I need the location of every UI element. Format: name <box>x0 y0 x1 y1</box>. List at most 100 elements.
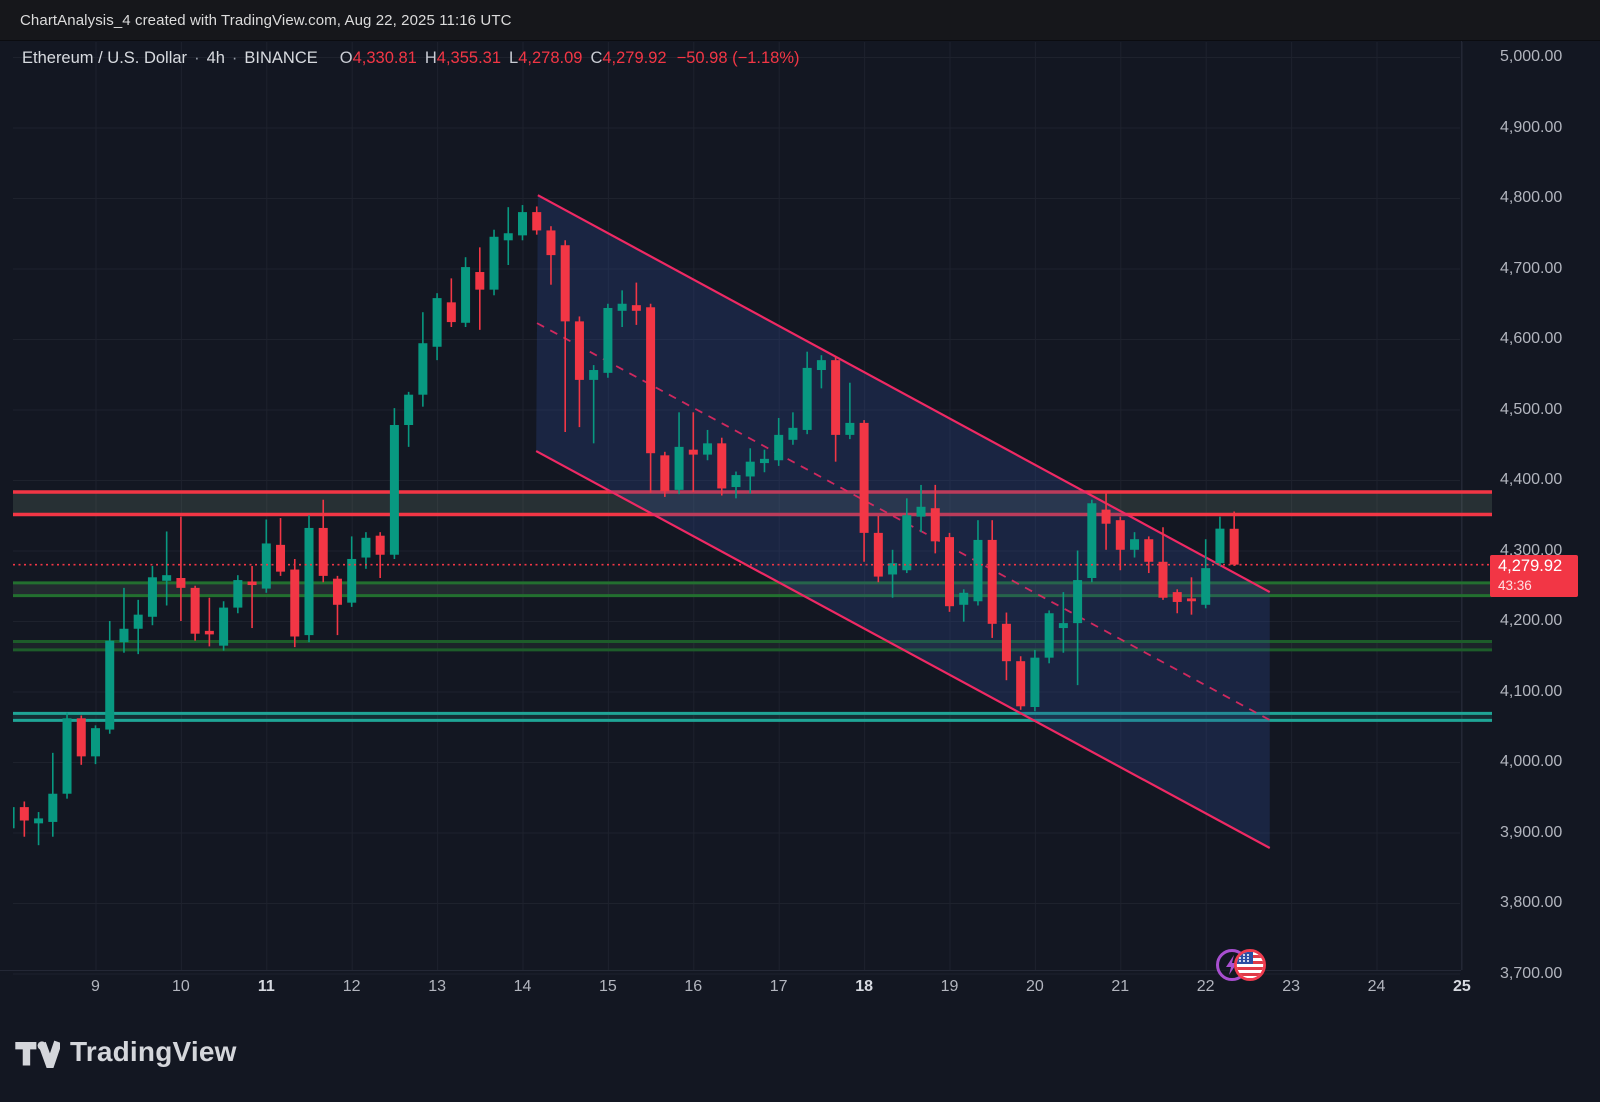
candle-body <box>1044 613 1054 658</box>
flip-zone <box>13 581 1492 598</box>
time-tick-label: 25 <box>1452 978 1471 995</box>
candle-body <box>1058 623 1068 629</box>
candle-series <box>13 205 1239 846</box>
candle <box>489 229 499 296</box>
candle-body <box>404 394 414 426</box>
candle-body <box>318 527 328 576</box>
candle <box>318 499 328 583</box>
candle-body <box>731 475 741 488</box>
candle <box>404 391 414 447</box>
ohlc-key: C <box>590 48 603 67</box>
price-tick-label: 4,900.00 <box>1500 118 1563 136</box>
time-tick-label: 21 <box>1111 978 1130 995</box>
footer <box>0 1004 1600 1102</box>
grid-lines <box>13 42 1463 975</box>
candle-body <box>1186 598 1196 602</box>
price-tick-label: 4,600.00 <box>1500 330 1563 347</box>
candle <box>1229 511 1239 566</box>
candle-body <box>774 434 784 461</box>
candle <box>1172 589 1182 614</box>
candle-body <box>461 267 471 323</box>
price-tick-label: 4,000.00 <box>1500 753 1563 770</box>
candle <box>432 293 442 361</box>
candle <box>1101 493 1111 550</box>
candle-body <box>418 343 428 395</box>
candle <box>332 575 342 636</box>
last-price-label: 4,279.92 43:36 <box>1490 554 1578 597</box>
us-flag-circle-badge-icon[interactable] <box>1234 949 1266 981</box>
candle <box>859 420 869 562</box>
time-tick-label: 17 <box>769 978 788 995</box>
candle <box>1186 577 1196 615</box>
candle <box>1158 527 1168 600</box>
candle <box>233 575 243 614</box>
candle <box>1144 536 1154 574</box>
candle <box>1215 516 1225 567</box>
time-tick-label: 23 <box>1282 978 1300 995</box>
resistance-zone-fill <box>13 491 1492 515</box>
candle-body <box>332 578 342 605</box>
candle-body <box>603 307 613 373</box>
candle-body <box>717 443 727 489</box>
candle-body <box>646 307 656 454</box>
candle-body <box>13 807 15 829</box>
support-zone <box>13 639 1492 652</box>
candle <box>987 520 997 638</box>
candle-body <box>888 563 898 575</box>
candle-body <box>489 236 499 290</box>
candle <box>162 531 172 606</box>
symbol-title[interactable]: Ethereum / U.S. Dollar <box>22 48 188 67</box>
candle-body <box>190 587 200 634</box>
legend-separator: · <box>231 48 238 67</box>
candle-body <box>674 446 684 490</box>
candle-body <box>1087 503 1097 578</box>
candle-body <box>475 272 485 290</box>
candle-body <box>76 718 86 757</box>
candle <box>888 549 898 598</box>
candle <box>1001 612 1011 681</box>
candle-body <box>1172 592 1182 602</box>
candle-body <box>916 506 926 517</box>
candle <box>631 282 641 325</box>
candle <box>19 801 29 837</box>
header-bar: ChartAnalysis_4 created with TradingView… <box>0 0 1600 41</box>
candle-body <box>1144 539 1154 562</box>
candle <box>717 437 727 496</box>
interval-label[interactable]: 4h <box>206 48 225 67</box>
candle <box>119 587 129 653</box>
candle-body <box>617 303 627 311</box>
candle <box>845 382 855 440</box>
candle <box>745 448 755 494</box>
candle-body <box>233 580 243 608</box>
candle <box>518 205 527 241</box>
candle-body <box>1229 528 1239 565</box>
candle <box>574 316 584 428</box>
chart-badges[interactable] <box>1213 946 1269 984</box>
candle <box>34 812 44 846</box>
price-tick-label: 3,900.00 <box>1500 823 1563 841</box>
candle <box>204 597 214 647</box>
candle-body <box>1130 539 1140 550</box>
candle <box>446 278 456 328</box>
candle-body <box>62 718 72 794</box>
candle-body <box>91 728 100 757</box>
candle-body <box>959 592 969 605</box>
candle-body <box>660 455 670 492</box>
time-tick-label: 10 <box>171 978 190 995</box>
candle <box>759 449 769 473</box>
candle <box>546 226 556 285</box>
resistance-zone <box>13 490 1492 517</box>
price-chart-canvas[interactable] <box>0 0 1600 1004</box>
price-axis-border <box>1461 41 1462 970</box>
candle-body <box>518 212 527 236</box>
candle <box>247 566 257 629</box>
candle-body <box>247 581 257 586</box>
candle <box>646 303 656 493</box>
candle <box>1044 610 1054 664</box>
candle-body <box>119 628 129 643</box>
candle-body <box>631 305 641 311</box>
time-tick-label: 15 <box>598 978 617 995</box>
tradingview-logo[interactable]: TradingView <box>14 1036 237 1068</box>
last-price-value: 4,279.92 <box>1498 556 1563 575</box>
